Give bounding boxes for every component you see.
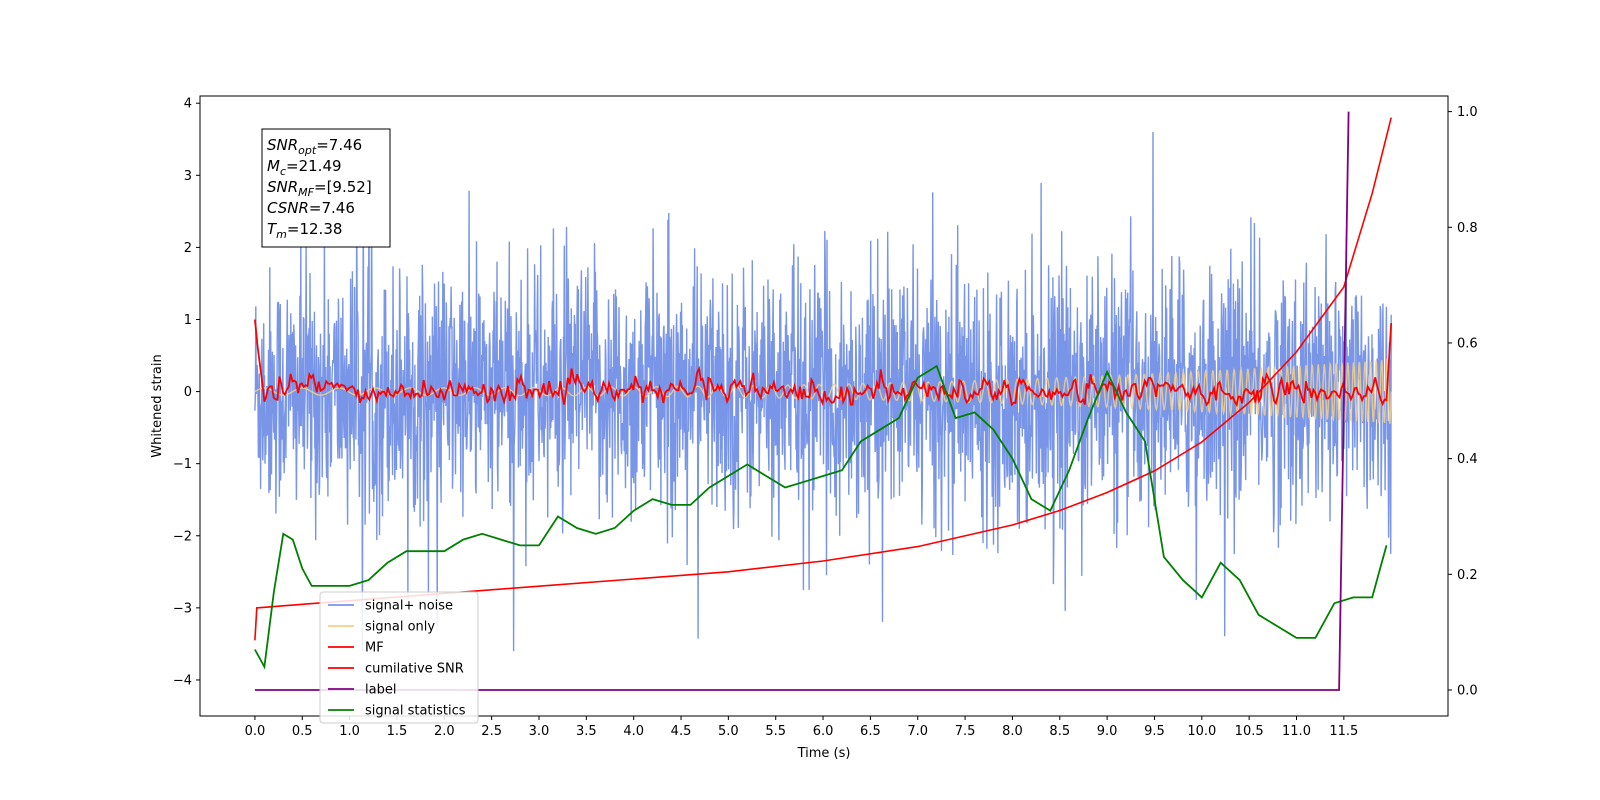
y-right-tick-label: 0.6 — [1457, 336, 1478, 351]
x-axis: 0.0 0.5 1.0 1.5 2.0 2.5 3.0 3.5 4.0 4.5 5.0 5.5 6.0 6… — [245, 716, 1358, 739]
y-right-tick-label: 0.0 — [1457, 683, 1478, 698]
x-axis-title: Time (s) — [797, 746, 851, 761]
annotation-value: =7.46 — [316, 136, 362, 154]
series-signal-only — [254, 357, 1392, 424]
annotation-line: Mc=21.49 — [267, 157, 342, 178]
legend-label: signal statistics — [365, 704, 466, 719]
x-tick-label: 11.5 — [1329, 724, 1358, 739]
series-label — [254, 111, 1350, 691]
annotation-subscript: opt — [298, 144, 317, 157]
y-right-tick-label: 0.4 — [1457, 452, 1478, 467]
y-left-tick-label: 0 — [184, 385, 192, 400]
series-signal-statistics — [254, 364, 1388, 670]
y-left-tick-label: −2 — [173, 529, 192, 544]
y-right-tick-label: 1.0 — [1457, 105, 1478, 120]
annotation-line: SNRMF=[9.52] — [267, 178, 372, 199]
x-tick-label: 4.0 — [623, 724, 644, 739]
annotation-symbol: SNR — [267, 136, 298, 154]
x-tick-label: 1.5 — [387, 724, 408, 739]
y-left-tick-label: 1 — [184, 313, 192, 328]
annotation-symbol: M — [267, 157, 280, 175]
annotation-symbol: T — [267, 220, 278, 238]
plot-frame — [199, 95, 1449, 717]
y-left-tick-label: −3 — [173, 601, 192, 616]
x-tick-label: 8.0 — [1002, 724, 1023, 739]
y-left-tick-label: −4 — [173, 673, 192, 688]
x-tick-label: 1.0 — [339, 724, 360, 739]
annotation-subscript: c — [280, 165, 286, 178]
annotation-value: =[9.52] — [314, 178, 372, 196]
legend-label: signal+ noise — [365, 599, 453, 614]
x-tick-label: 10.0 — [1187, 724, 1216, 739]
legend: signal+ noise signal only MF cumilative SNR… — [319, 591, 479, 724]
x-tick-label: 0.0 — [245, 724, 266, 739]
series-mf — [254, 319, 1393, 407]
legend-frame — [319, 591, 479, 724]
x-tick-label: 6.0 — [813, 724, 834, 739]
x-tick-label: 3.0 — [529, 724, 550, 739]
x-tick-label: 4.5 — [671, 724, 692, 739]
annotation-value: =7.46 — [309, 199, 355, 217]
annotation-subscript: m — [276, 228, 287, 241]
y-right-tick-label: 0.2 — [1457, 568, 1478, 583]
annotation-line: CSNR=7.46 — [267, 199, 355, 217]
x-tick-label: 11.0 — [1282, 724, 1311, 739]
legend-label: MF — [365, 641, 384, 656]
x-tick-label: 0.5 — [292, 724, 313, 739]
annotation-box: SNRopt=7.46Mc=21.49SNRMF=[9.52]CSNR=7.46… — [261, 128, 391, 248]
series-signal-plus-noise — [254, 131, 1392, 652]
x-tick-label: 2.0 — [434, 724, 455, 739]
x-tick-label: 5.5 — [765, 724, 786, 739]
legend-label: cumilative SNR — [365, 662, 464, 677]
y-left-tick-label: 2 — [184, 241, 192, 256]
annotation-value: =12.38 — [287, 220, 343, 238]
x-tick-label: 5.0 — [718, 724, 739, 739]
x-tick-label: 9.0 — [1097, 724, 1118, 739]
x-tick-label: 6.5 — [860, 724, 881, 739]
y-right-axis: 1.0 0.8 0.6 0.4 0.2 0.0 — [1448, 105, 1478, 698]
annotation-symbol: SNR — [267, 178, 298, 196]
legend-label: label — [365, 683, 396, 698]
y-right-tick-label: 0.8 — [1457, 221, 1478, 236]
annotation-line: Tm=12.38 — [267, 220, 342, 241]
annotation-line: SNRopt=7.46 — [267, 136, 362, 157]
y-left-tick-label: 4 — [184, 97, 192, 112]
x-tick-label: 3.5 — [576, 724, 597, 739]
y-left-axis: 4 3 2 1 0 −1 −2 −3 −4 — [173, 97, 200, 688]
y-axis-title: Whitened strain — [150, 354, 165, 457]
x-tick-label: 2.5 — [481, 724, 502, 739]
x-tick-label: 7.0 — [907, 724, 928, 739]
annotation-symbol: CSNR — [267, 199, 309, 217]
y-left-tick-label: −1 — [173, 457, 192, 472]
x-tick-label: 7.5 — [955, 724, 976, 739]
x-tick-label: 8.5 — [1049, 724, 1070, 739]
annotation-frame — [261, 128, 391, 248]
annotation-subscript: MF — [298, 186, 314, 199]
x-tick-label: 9.5 — [1144, 724, 1165, 739]
x-tick-label: 10.5 — [1235, 724, 1264, 739]
y-left-tick-label: 3 — [184, 169, 192, 184]
legend-label: signal only — [365, 620, 435, 635]
annotation-value: =21.49 — [286, 157, 342, 175]
